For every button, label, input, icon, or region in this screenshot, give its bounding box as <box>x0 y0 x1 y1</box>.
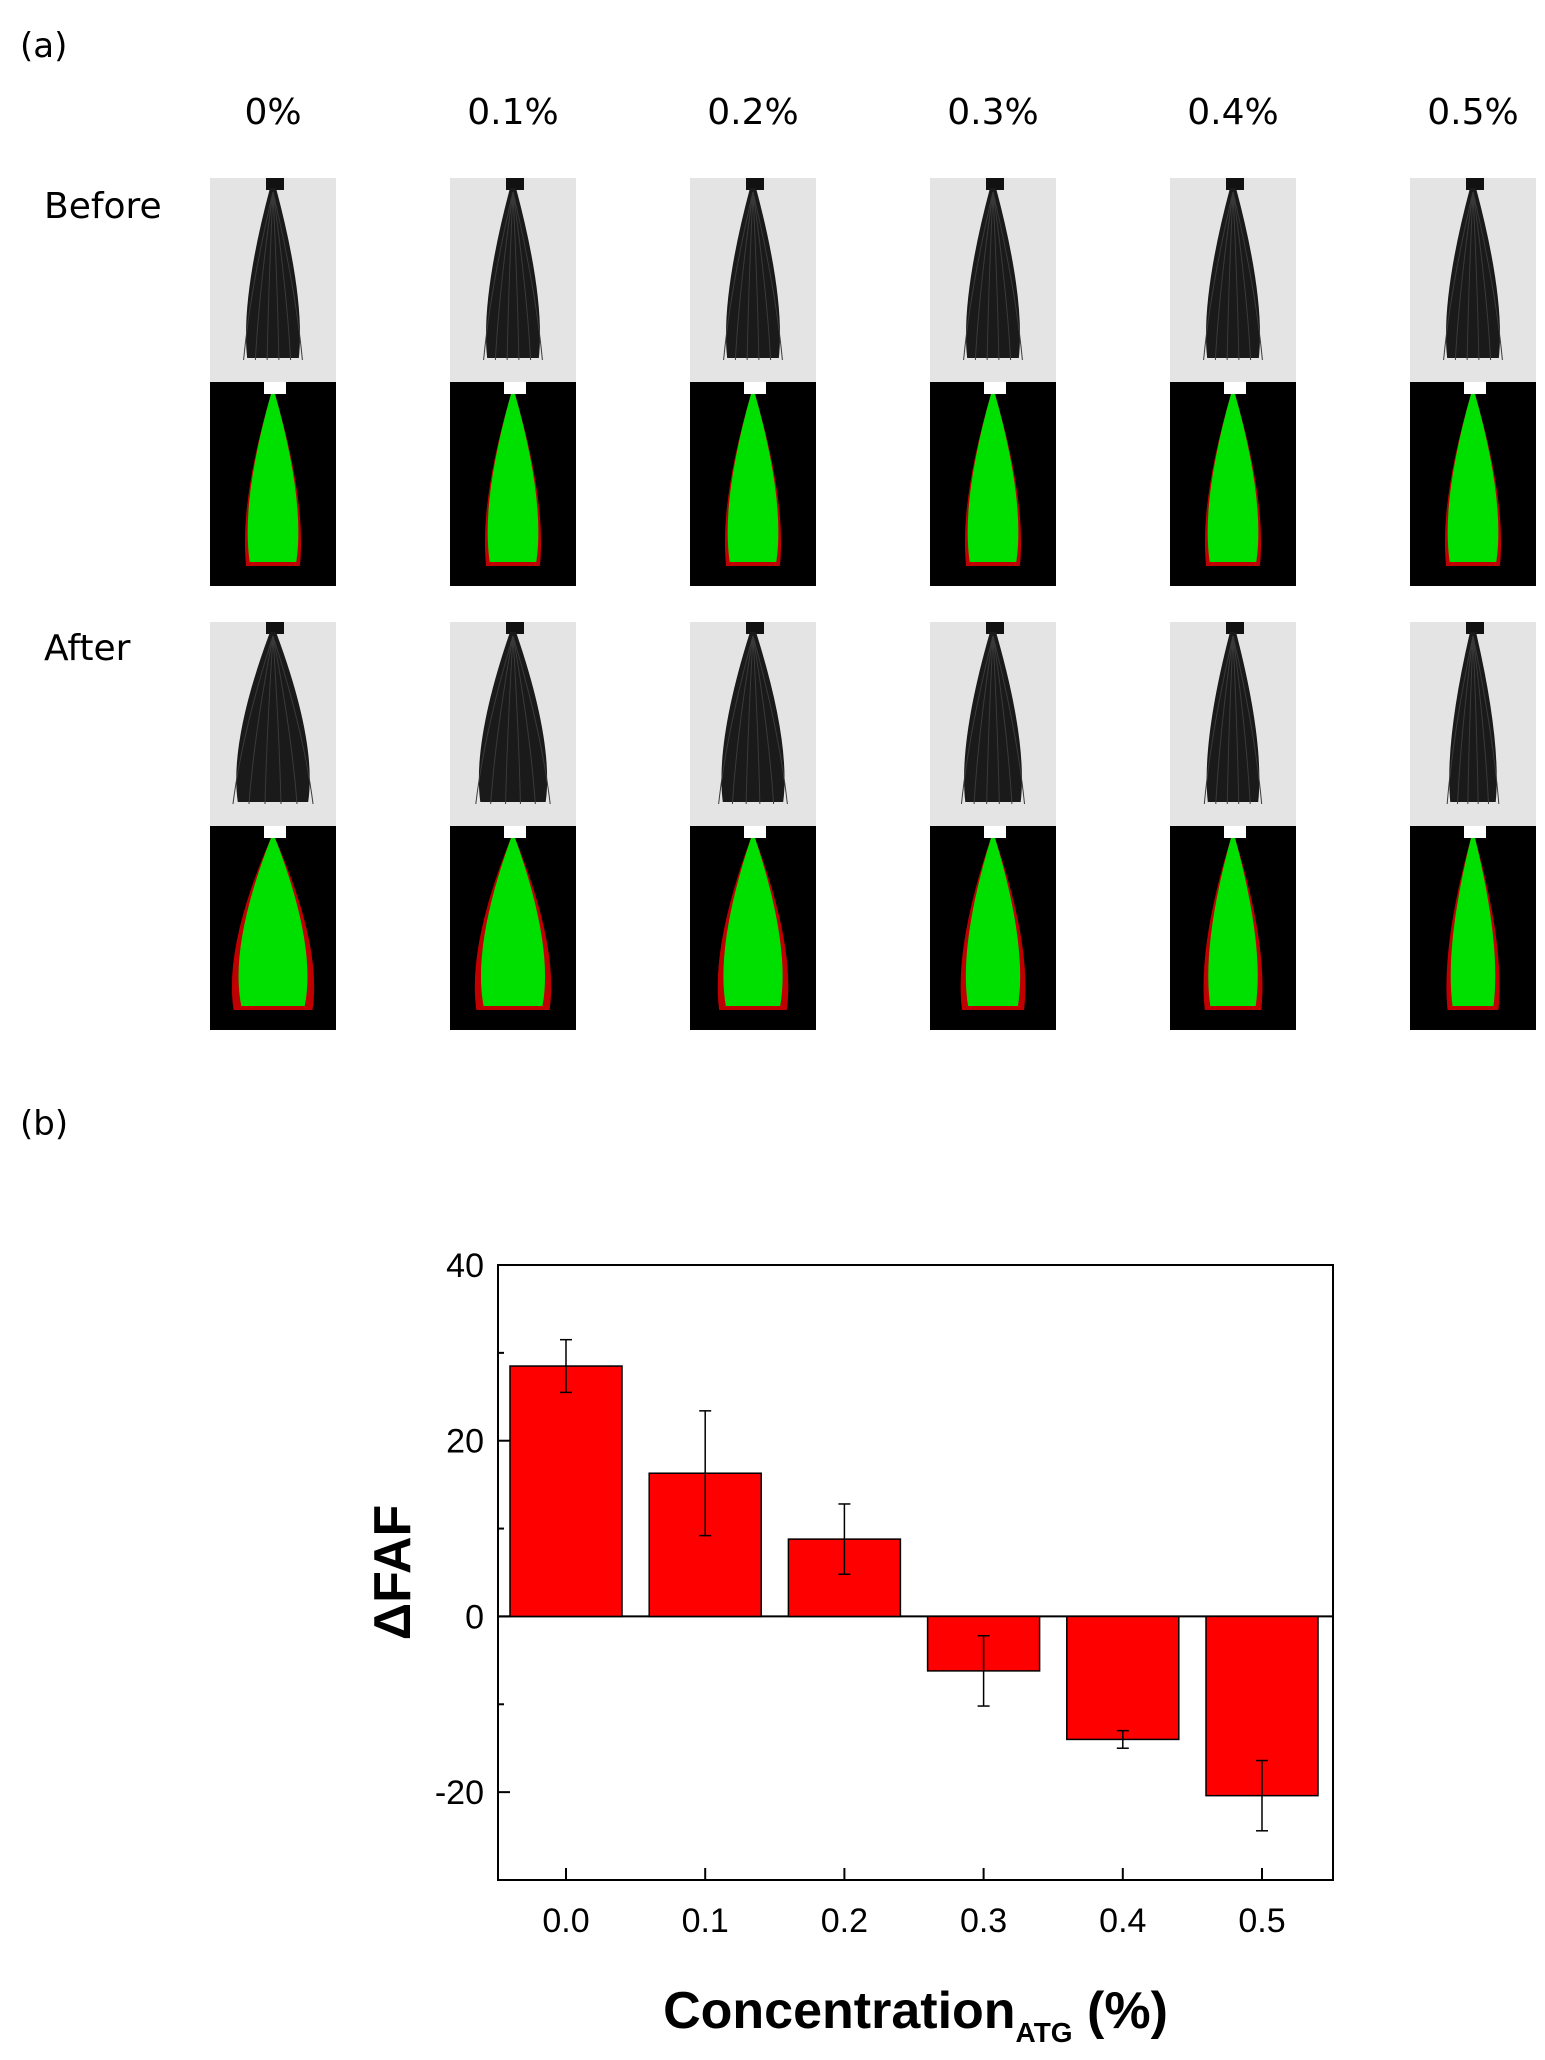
panel-b-label: (b) <box>20 1104 69 1144</box>
after-photo-3 <box>930 622 1056 826</box>
after-fitted-map-3 <box>930 826 1056 1030</box>
bar-4 <box>1066 1615 1180 1741</box>
x-tick-label-2: 0.2 <box>821 1902 868 1940</box>
before-fitted-map-4 <box>1170 382 1296 586</box>
concentration-label-5: 0.5% <box>1427 92 1519 133</box>
x-tick-label-1: 0.1 <box>682 1902 729 1940</box>
after-fitted-map-1 <box>450 826 576 1030</box>
x-tick-label-3: 0.3 <box>960 1902 1007 1940</box>
before-fitted-map-1 <box>450 382 576 586</box>
after-photo-5 <box>1410 622 1536 826</box>
after-photo-0 <box>210 622 336 826</box>
after-photo-4 <box>1170 622 1296 826</box>
x-tick-label-0: 0.0 <box>542 1902 589 1940</box>
x-tick-label-4: 0.4 <box>1099 1902 1146 1940</box>
y-tick-label-3: -20 <box>435 1774 484 1812</box>
y-tick-label-2: 0 <box>465 1598 484 1636</box>
bar-chart: 40 20 0 -20 0.0 0.1 0.2 0.3 0.4 0.5 ΔFAF Concentrat… <box>364 1247 1334 2048</box>
before-fitted-map-3 <box>930 382 1056 586</box>
before-photo-1 <box>450 178 576 382</box>
row-label-before: Before <box>44 186 162 227</box>
before-photo-3 <box>930 178 1056 382</box>
concentration-label-3: 0.3% <box>947 92 1039 133</box>
concentration-label-0: 0% <box>244 92 302 133</box>
bar-0 <box>509 1365 623 1618</box>
before-fitted-map-0 <box>210 382 336 586</box>
before-photo-2 <box>690 178 816 382</box>
after-fitted-map-5 <box>1410 826 1536 1030</box>
y-tick-label-1: 20 <box>446 1423 484 1461</box>
before-photo-4 <box>1170 178 1296 382</box>
concentration-label-4: 0.4% <box>1187 92 1279 133</box>
x-tick-label-5: 0.5 <box>1238 1902 1285 1940</box>
concentration-label-1: 0.1% <box>467 92 559 133</box>
concentration-label-2: 0.2% <box>707 92 799 133</box>
y-tick-label-0: 40 <box>446 1247 484 1285</box>
after-fitted-map-4 <box>1170 826 1296 1030</box>
after-fitted-map-0 <box>210 826 336 1030</box>
plot-frame <box>497 1264 1334 1881</box>
panel-a-label: (a) <box>20 26 68 66</box>
row-label-after: After <box>44 628 131 669</box>
x-axis-label: ConcentrationATG (%) <box>663 1982 1168 2048</box>
y-axis-label: ΔFAF <box>364 1505 422 1641</box>
before-fitted-map-5 <box>1410 382 1536 586</box>
before-photo-5 <box>1410 178 1536 382</box>
after-photo-2 <box>690 622 816 826</box>
after-fitted-map-2 <box>690 826 816 1030</box>
after-photo-1 <box>450 622 576 826</box>
before-photo-0 <box>210 178 336 382</box>
before-fitted-map-2 <box>690 382 816 586</box>
